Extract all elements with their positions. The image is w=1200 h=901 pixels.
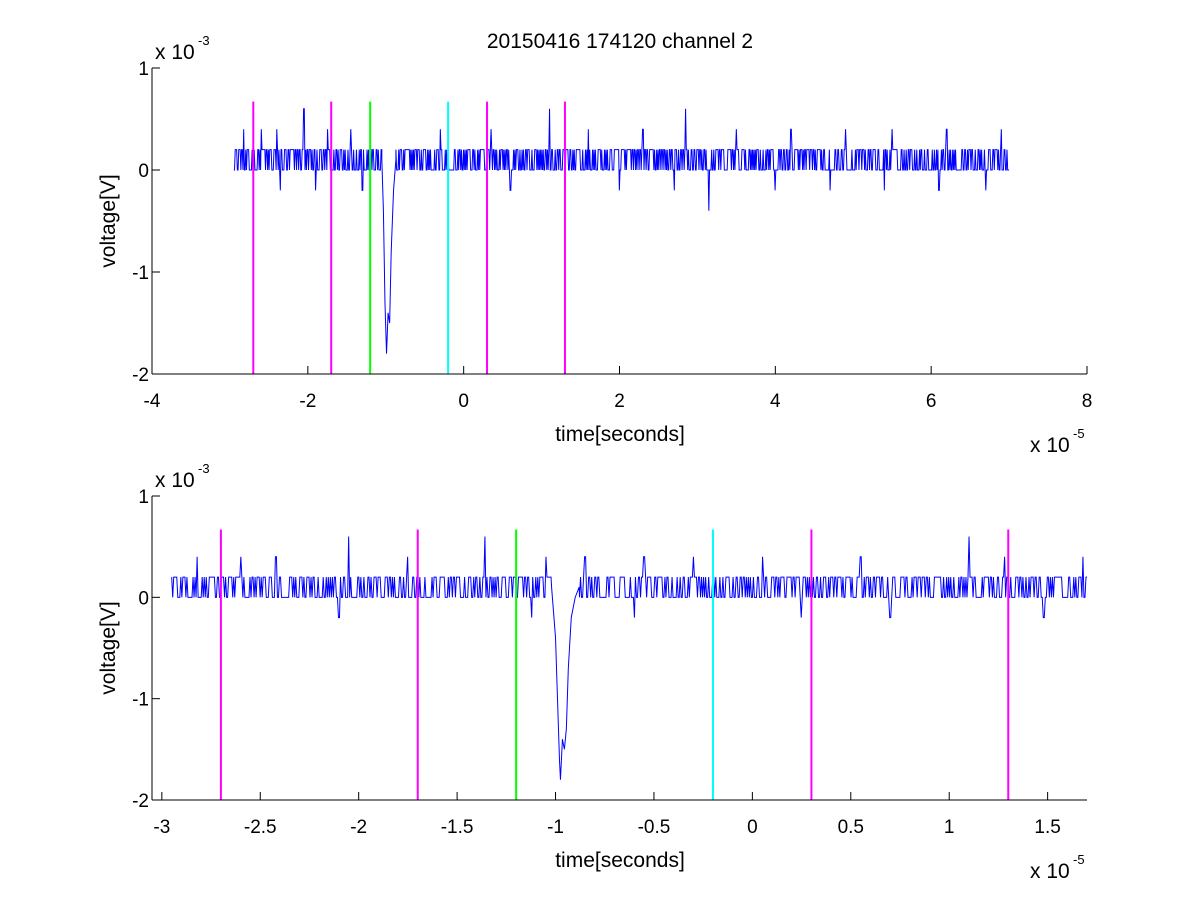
bottom-y-tick-label: 1 — [138, 487, 149, 508]
bottom-y-exponent: x 10 -3 — [155, 461, 210, 492]
bottom-x-tick-label: -1.5 — [441, 817, 474, 838]
top-x-tick-label: 2 — [614, 391, 625, 412]
bottom-signal-layer — [171, 536, 1087, 780]
bottom-y-tick-label: -1 — [132, 690, 149, 711]
bottom-x-exponent-power: -5 — [1073, 852, 1085, 867]
top-y-tick-label: -2 — [132, 365, 149, 386]
top-x-exponent: x 10 -5 — [1030, 426, 1085, 457]
bottom-subplot: -3 -2.5 -2 -1.5 -1 -0.5 0 0.5 1 1.5 -2 -1 0 1 time[s… — [97, 461, 1087, 883]
top-plot-area — [152, 68, 1087, 374]
bottom-y-exponent-base: x 10 — [155, 469, 195, 492]
bottom-x-tick-label: -1 — [547, 817, 564, 838]
bottom-y-tick-label: -2 — [132, 791, 149, 812]
bottom-x-tick-label: 0 — [747, 817, 758, 838]
bottom-x-tick-label: 1.5 — [1034, 817, 1060, 838]
bottom-y-axis-label: voltage[V] — [97, 601, 120, 694]
top-y-exponent-base: x 10 — [155, 41, 195, 64]
top-y-axis-label: voltage[V] — [97, 174, 120, 267]
top-x-tick-label: 4 — [770, 391, 781, 412]
top-x-tick-label: -2 — [299, 391, 316, 412]
top-y-tick-label: 1 — [138, 59, 149, 80]
top-y-tick-label: 0 — [138, 161, 149, 182]
top-x-exponent-base: x 10 — [1030, 434, 1070, 457]
top-y-ticks: -2 -1 0 1 — [132, 59, 160, 386]
top-chart-title: 20150416 174120 channel 2 — [487, 30, 753, 53]
top-signal-layer — [233, 108, 1010, 354]
top-x-tick-label: 8 — [1082, 391, 1093, 412]
top-x-tick-label: -4 — [144, 391, 161, 412]
bottom-x-tick-label: -0.5 — [638, 817, 671, 838]
top-markers — [252, 101, 566, 374]
top-y-tick-label: -1 — [132, 263, 149, 284]
bottom-x-ticks: -3 -2.5 -2 -1.5 -1 -0.5 0 0.5 1 1.5 — [153, 792, 1061, 838]
top-x-exponent-power: -5 — [1073, 426, 1085, 441]
bottom-y-exponent-power: -3 — [198, 461, 210, 476]
bottom-x-tick-label: 1 — [944, 817, 955, 838]
bottom-x-tick-label: -3 — [153, 817, 170, 838]
top-x-ticks: -4 -2 0 2 4 6 8 — [144, 366, 1093, 412]
bottom-x-tick-label: -2.5 — [244, 817, 277, 838]
top-signal-line — [233, 108, 1010, 354]
bottom-y-tick-label: 0 — [138, 588, 149, 609]
bottom-x-exponent: x 10 -5 — [1030, 852, 1085, 883]
bottom-x-tick-label: -2 — [350, 817, 367, 838]
top-x-tick-label: 6 — [926, 391, 937, 412]
top-y-exponent-power: -3 — [198, 33, 210, 48]
bottom-signal-line — [171, 536, 1087, 780]
top-x-axis-label: time[seconds] — [555, 423, 685, 446]
top-x-tick-label: 0 — [458, 391, 469, 412]
bottom-plot-area — [152, 496, 1087, 800]
bottom-x-tick-label: 0.5 — [838, 817, 864, 838]
bottom-x-exponent-base: x 10 — [1030, 860, 1070, 883]
top-subplot: 20150416 174120 channel 2 -4 -2 0 2 4 6 8 -2 -1… — [97, 30, 1092, 457]
bottom-markers — [219, 529, 1010, 800]
bottom-x-axis-label: time[seconds] — [555, 849, 685, 872]
top-y-exponent: x 10 -3 — [155, 33, 210, 64]
bottom-y-ticks: -2 -1 0 1 — [132, 487, 160, 812]
